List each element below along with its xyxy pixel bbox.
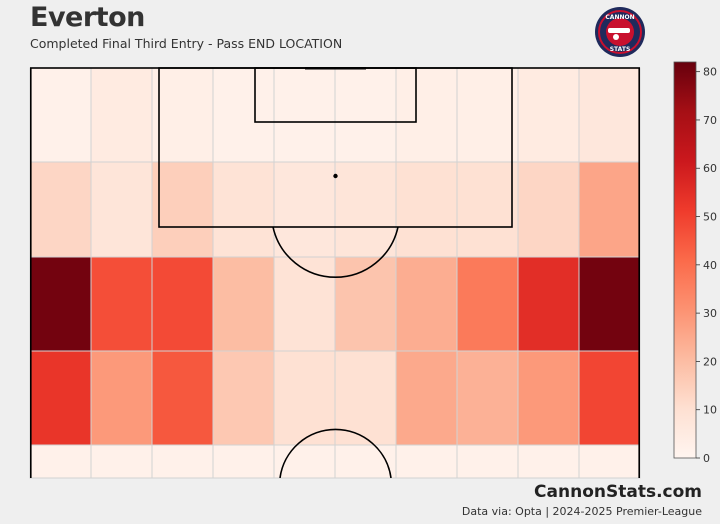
heatmap-cell	[517, 256, 580, 352]
heatmap-cell	[578, 161, 641, 258]
cannonstats-logo: CANNON STATS	[595, 7, 645, 57]
colorbar-tick-label: 70	[703, 114, 717, 127]
heatmap-cell	[273, 67, 336, 163]
heatmap-cell	[151, 350, 214, 446]
heatmap-cell	[578, 444, 641, 479]
heatmap-cell	[151, 161, 214, 258]
heatmap-cell	[29, 444, 92, 479]
heatmap-cell	[334, 256, 397, 352]
heatmap-cell	[212, 444, 275, 479]
colorbar-tick-label: 10	[703, 404, 717, 417]
heatmap-cell	[578, 350, 641, 446]
heatmap-cell	[456, 67, 519, 163]
heatmap-cell	[90, 350, 153, 446]
colorbar-gradient	[673, 61, 697, 459]
brand-label: CannonStats.com	[534, 482, 702, 502]
heatmap-cell	[29, 256, 92, 352]
heatmap-cell	[578, 256, 641, 352]
colorbar-tick-label: 40	[703, 259, 717, 272]
heatmap-cell	[517, 161, 580, 258]
heatmap-cell	[151, 67, 214, 163]
heatmap-cell	[212, 161, 275, 258]
pitch-lines	[30, 67, 640, 478]
heatmap-cell	[334, 67, 397, 163]
center-circle	[279, 428, 392, 478]
heatmap-cell	[90, 67, 153, 163]
colorbar-tick-label: 80	[703, 66, 717, 79]
heatmap-cell	[90, 444, 153, 479]
heatmap-cell	[212, 256, 275, 352]
heatmap-cell	[395, 67, 458, 163]
heatmap-cell	[29, 350, 92, 446]
colorbar-tick-label: 20	[703, 355, 717, 368]
colorbar: 0 10 20 30 40 50 60 70 80	[673, 61, 717, 465]
heatmap-cell	[29, 67, 92, 163]
penalty-arc	[272, 226, 399, 279]
heatmap-cell	[334, 350, 397, 446]
logo-bottom-text: STATS	[610, 46, 631, 53]
heatmap-cell	[456, 444, 519, 479]
heatmap-cell	[395, 256, 458, 352]
colorbar-tick-label: 60	[703, 162, 717, 175]
heatmap-cell	[273, 256, 336, 352]
heatmap-cell	[395, 444, 458, 479]
heatmap-cell	[334, 161, 397, 258]
data-source-label: Data via: Opta | 2024-2025 Premier-Leagu…	[461, 505, 702, 518]
heatmap-cell	[578, 67, 641, 163]
heatmap-cell	[212, 350, 275, 446]
heatmap-cell	[517, 67, 580, 163]
chart-subtitle: Completed Final Third Entry - Pass END L…	[30, 36, 343, 51]
heatmap-cell	[456, 256, 519, 352]
heatmap-cell	[151, 444, 214, 479]
logo-top-text: CANNON	[605, 14, 634, 21]
heatmap-cell	[90, 256, 153, 352]
heatmap-cell	[395, 350, 458, 446]
heatmap-cell	[456, 350, 519, 446]
heatmap-cell	[395, 161, 458, 258]
heatmap-cell	[273, 161, 336, 258]
heatmap-cell	[151, 256, 214, 352]
team-title: Everton	[30, 2, 145, 33]
heatmap-cell	[273, 444, 336, 479]
heatmap-cells	[29, 67, 641, 479]
heatmap-cell	[517, 444, 580, 479]
colorbar-tick-label: 0	[703, 452, 710, 465]
heatmap-cell	[456, 161, 519, 258]
penalty-spot	[333, 173, 338, 179]
colorbar-tick-label: 30	[703, 307, 717, 320]
heatmap-cell	[212, 67, 275, 163]
heatmap-cell	[517, 350, 580, 446]
colorbar-tick-label: 50	[703, 211, 717, 224]
heatmap-cell	[29, 161, 92, 258]
heatmap-cell	[90, 161, 153, 258]
